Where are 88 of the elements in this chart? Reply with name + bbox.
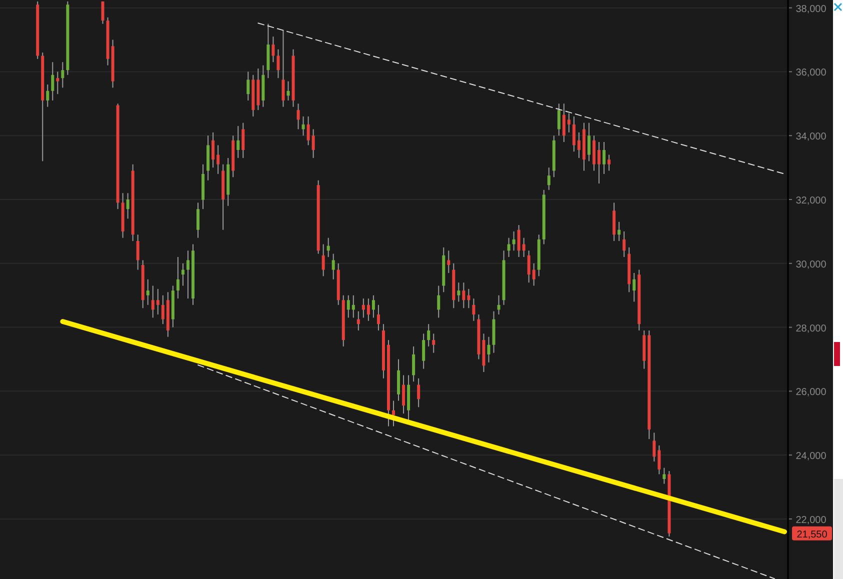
y-tick-label: 26,000 [796, 387, 827, 398]
candlestick [236, 126, 240, 158]
candlestick [567, 112, 570, 133]
candlestick [126, 192, 130, 220]
candlestick [176, 256, 180, 300]
candlestick [296, 103, 300, 130]
candlestick [46, 84, 50, 108]
candlestick [527, 250, 530, 284]
candlestick [467, 288, 470, 309]
candlestick [577, 132, 580, 158]
candlestick [51, 62, 54, 101]
candlestick [487, 336, 490, 363]
candlestick [417, 378, 420, 408]
y-tick-label: 22,000 [796, 514, 827, 526]
candlestick [151, 285, 154, 318]
candlestick [437, 285, 440, 318]
candlestick [392, 400, 395, 427]
candlestick [161, 294, 164, 325]
candlestick [632, 272, 636, 302]
candlestick [312, 128, 315, 158]
y-tick-label: 30,000 [796, 259, 827, 270]
candlestick [372, 294, 375, 318]
candlestick [658, 444, 661, 475]
candlestick [246, 71, 250, 101]
candlestick [422, 333, 426, 370]
candlestick [216, 144, 220, 174]
candlestick [517, 224, 520, 258]
candlestick [562, 103, 566, 142]
candlestick [412, 346, 416, 382]
y-tick-label: 32,000 [796, 195, 827, 206]
candlestick [512, 230, 516, 252]
candlestick [522, 237, 526, 258]
candlestick [618, 221, 621, 242]
candlestick [397, 358, 400, 402]
candlestick [242, 122, 245, 158]
text: 21,550 [796, 529, 828, 540]
candlestick [136, 234, 140, 270]
candlestick [497, 294, 500, 315]
y-tick-label: 34,000 [796, 132, 827, 143]
candlestick [557, 103, 560, 136]
candlestick [196, 202, 200, 238]
candlestick [356, 310, 360, 331]
candlestick [302, 116, 305, 136]
candlestick [181, 262, 184, 286]
candlestick [652, 432, 656, 462]
candlestick [572, 116, 576, 152]
candlestick [286, 80, 290, 101]
candlestick [362, 298, 365, 318]
candlestick [622, 230, 626, 258]
y-tick-label: 38,000 [796, 4, 827, 15]
candlestick [587, 122, 590, 162]
y-tick-label: 36,000 [796, 68, 827, 79]
candlestick [598, 141, 601, 184]
candlestick [507, 237, 510, 258]
candlestick [532, 262, 536, 286]
candlestick [612, 202, 616, 242]
candlestick [56, 71, 60, 95]
candlestick [427, 324, 430, 347]
candlestick [276, 48, 280, 79]
candlestick [457, 282, 460, 302]
candlestick [306, 116, 310, 146]
candlestick [447, 250, 450, 274]
candlestick [346, 294, 350, 318]
candlestick [462, 282, 466, 309]
candlestick [61, 62, 64, 88]
candlestick [472, 298, 476, 322]
candlestick [376, 304, 380, 331]
y-tick-label: 24,000 [796, 451, 827, 462]
candlestick [432, 333, 436, 354]
candlestick [662, 467, 666, 484]
candlestick [332, 253, 335, 280]
candlestick [326, 237, 330, 258]
candlestick [272, 36, 275, 63]
candlestick [156, 288, 160, 315]
candlestick [352, 294, 355, 318]
candlestick [602, 141, 606, 174]
y-tick-label: 28,000 [796, 323, 827, 334]
candlestick [592, 135, 596, 172]
candlestick [101, 0, 104, 24]
candlestick [547, 167, 550, 190]
candlestick [366, 298, 370, 322]
candlestick [212, 132, 215, 168]
candlestick [322, 244, 325, 277]
candlestick [608, 154, 611, 172]
candlestick [282, 30, 285, 108]
candlestick [402, 374, 406, 414]
candlestick [186, 250, 190, 300]
candlestick [146, 278, 150, 306]
